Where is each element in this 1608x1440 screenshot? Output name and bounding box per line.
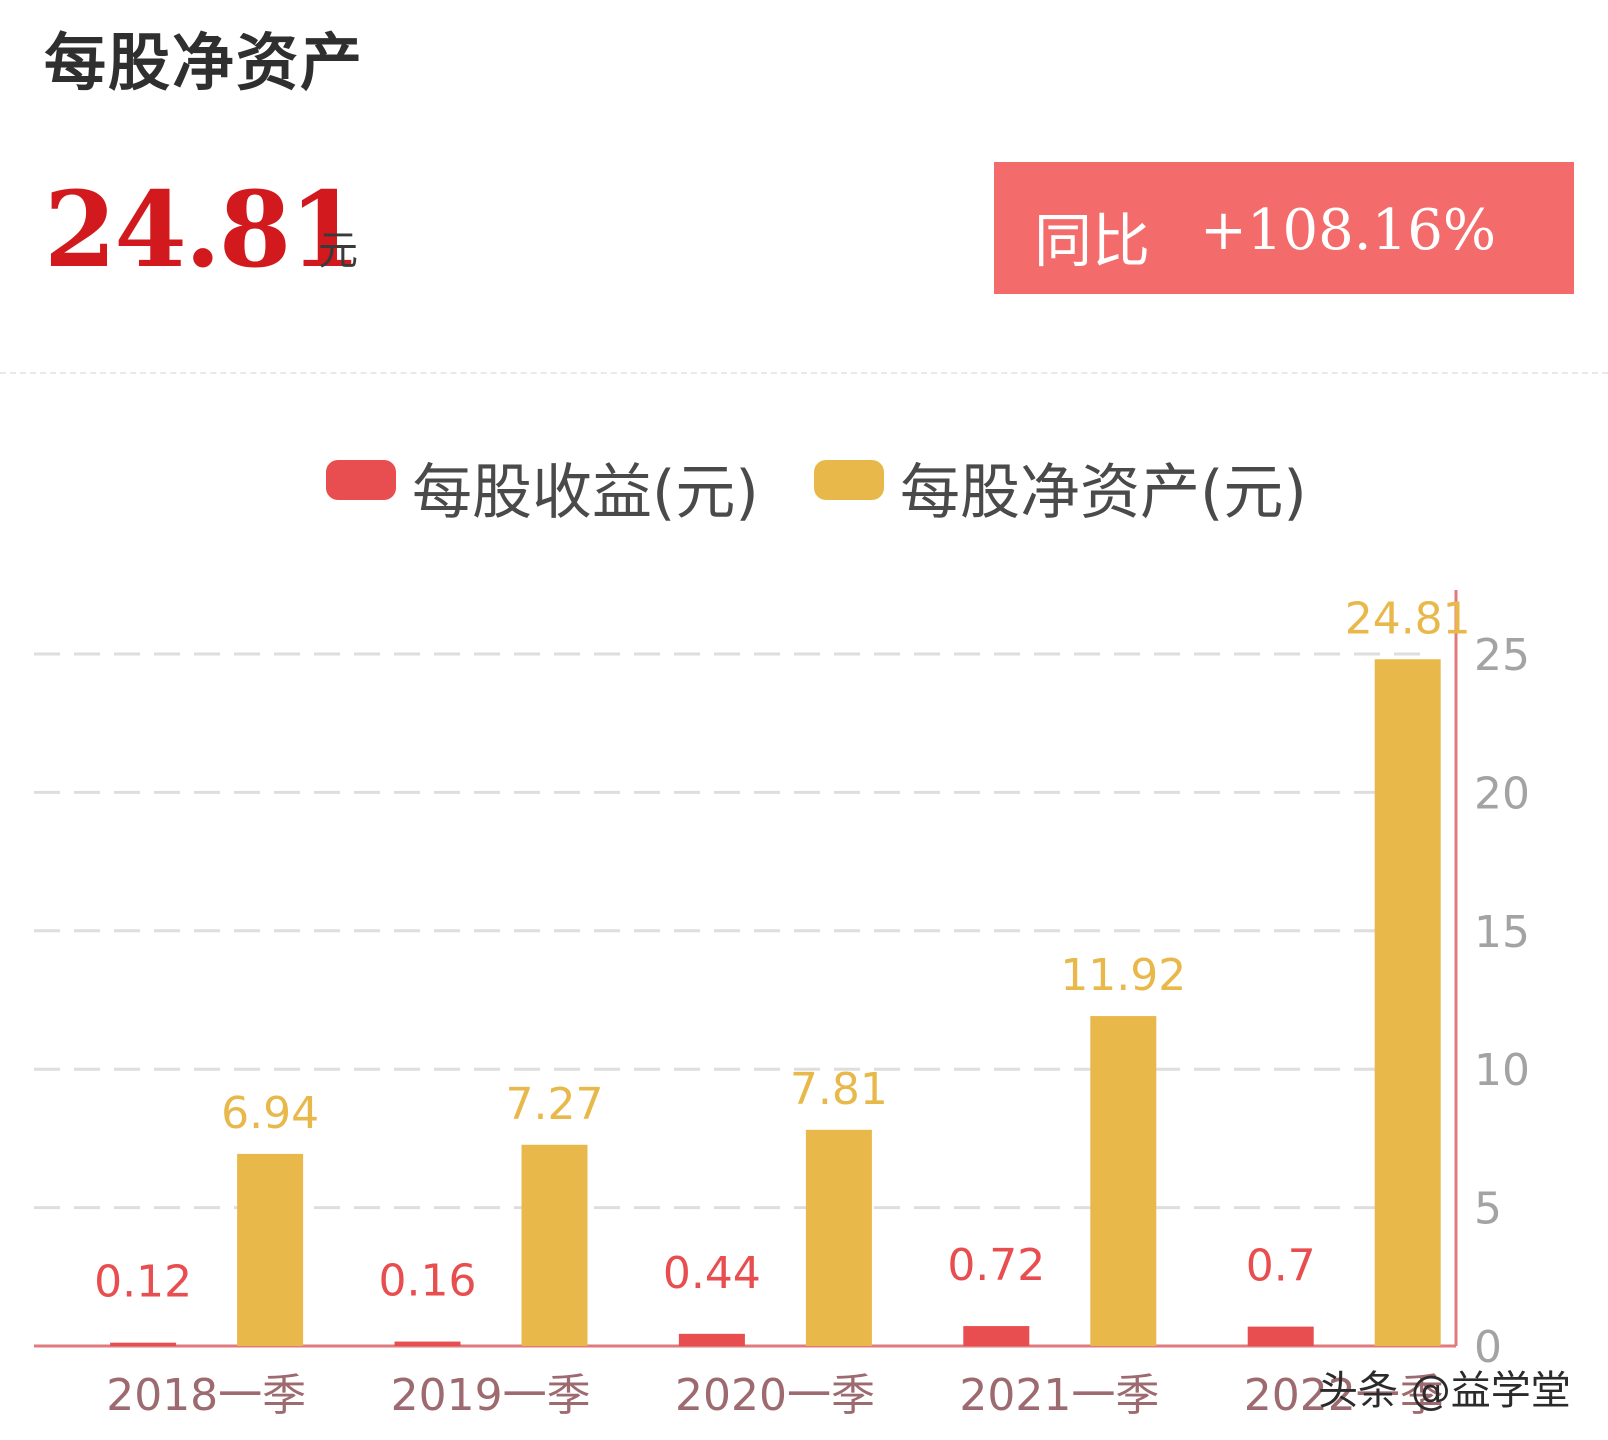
data-label-eps: 0.72: [947, 1240, 1045, 1291]
yoy-badge: 同比 +108.16%: [994, 162, 1574, 294]
bar-bvps: [521, 1144, 588, 1346]
y-tick-label: 25: [1474, 630, 1530, 681]
yoy-value: +108.16%: [1200, 198, 1497, 263]
bar-eps: [394, 1341, 461, 1346]
legend-swatch-bvps: [814, 460, 884, 500]
y-tick-label: 20: [1474, 768, 1530, 819]
bar-bvps: [805, 1129, 872, 1346]
bar-eps: [110, 1342, 177, 1346]
y-tick-label: 0: [1474, 1322, 1502, 1373]
x-tick-label: 2021一季: [959, 1370, 1159, 1421]
bar-bvps: [1090, 1016, 1157, 1346]
x-tick-label: 2019一季: [391, 1370, 591, 1421]
net-asset-value: 24.81: [44, 168, 362, 291]
bar-bvps: [237, 1153, 304, 1346]
legend-label-eps: 每股收益(元): [412, 458, 759, 528]
data-label-eps: 0.12: [94, 1257, 192, 1308]
x-tick-label: 2020一季: [675, 1370, 875, 1421]
data-label-bvps: 24.81: [1345, 593, 1471, 644]
bar-eps: [678, 1333, 745, 1346]
data-label-eps: 0.16: [379, 1256, 477, 1307]
value-unit: 元: [318, 228, 358, 274]
data-label-bvps: 6.94: [221, 1088, 319, 1139]
bar-bvps: [1374, 659, 1441, 1346]
data-label-eps: 0.7: [1246, 1241, 1316, 1292]
bar-eps: [963, 1326, 1030, 1346]
y-tick-label: 15: [1474, 907, 1530, 958]
data-label-bvps: 7.81: [790, 1064, 888, 1115]
page-title: 每股净资产: [44, 26, 365, 99]
y-tick-label: 5: [1474, 1184, 1502, 1235]
legend-swatch-eps: [326, 460, 396, 500]
y-tick-label: 10: [1474, 1045, 1530, 1096]
watermark: 头条 @益学堂: [1318, 1368, 1571, 1414]
data-label-bvps: 11.92: [1060, 950, 1186, 1001]
bar-eps: [1247, 1326, 1314, 1346]
x-tick-label: 2022一季: [1244, 1370, 1444, 1421]
data-label-bvps: 7.27: [506, 1079, 604, 1130]
section-divider: [0, 372, 1608, 374]
x-tick-label: 2018一季: [106, 1370, 306, 1421]
legend-label-bvps: 每股净资产(元): [900, 458, 1307, 528]
yoy-label: 同比: [1034, 207, 1151, 275]
data-label-eps: 0.44: [663, 1248, 761, 1299]
